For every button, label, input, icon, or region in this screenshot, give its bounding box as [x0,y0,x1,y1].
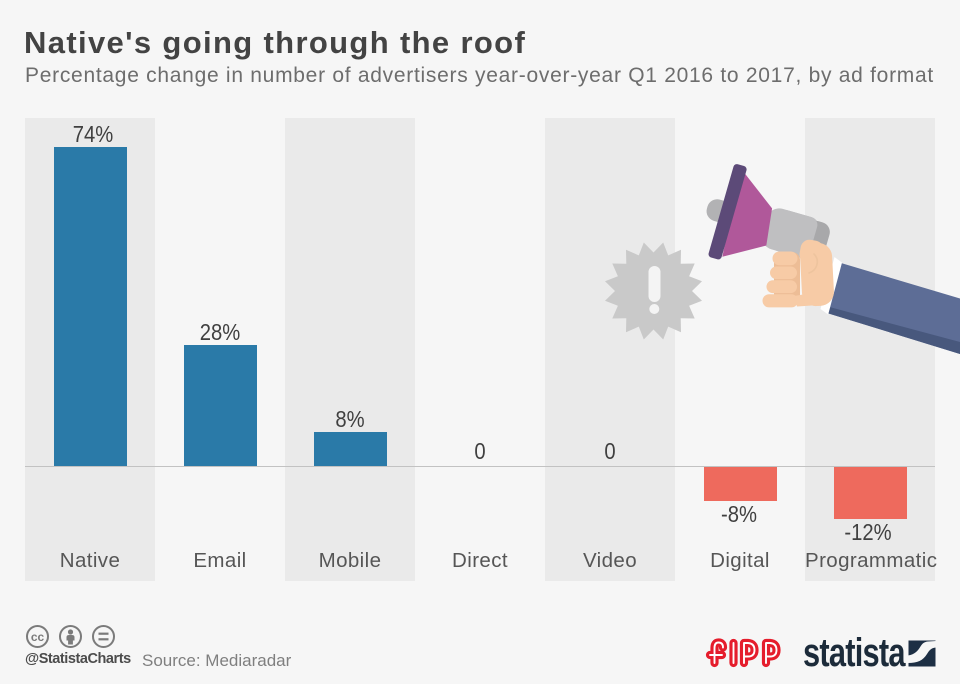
svg-text:cc: cc [31,630,45,644]
